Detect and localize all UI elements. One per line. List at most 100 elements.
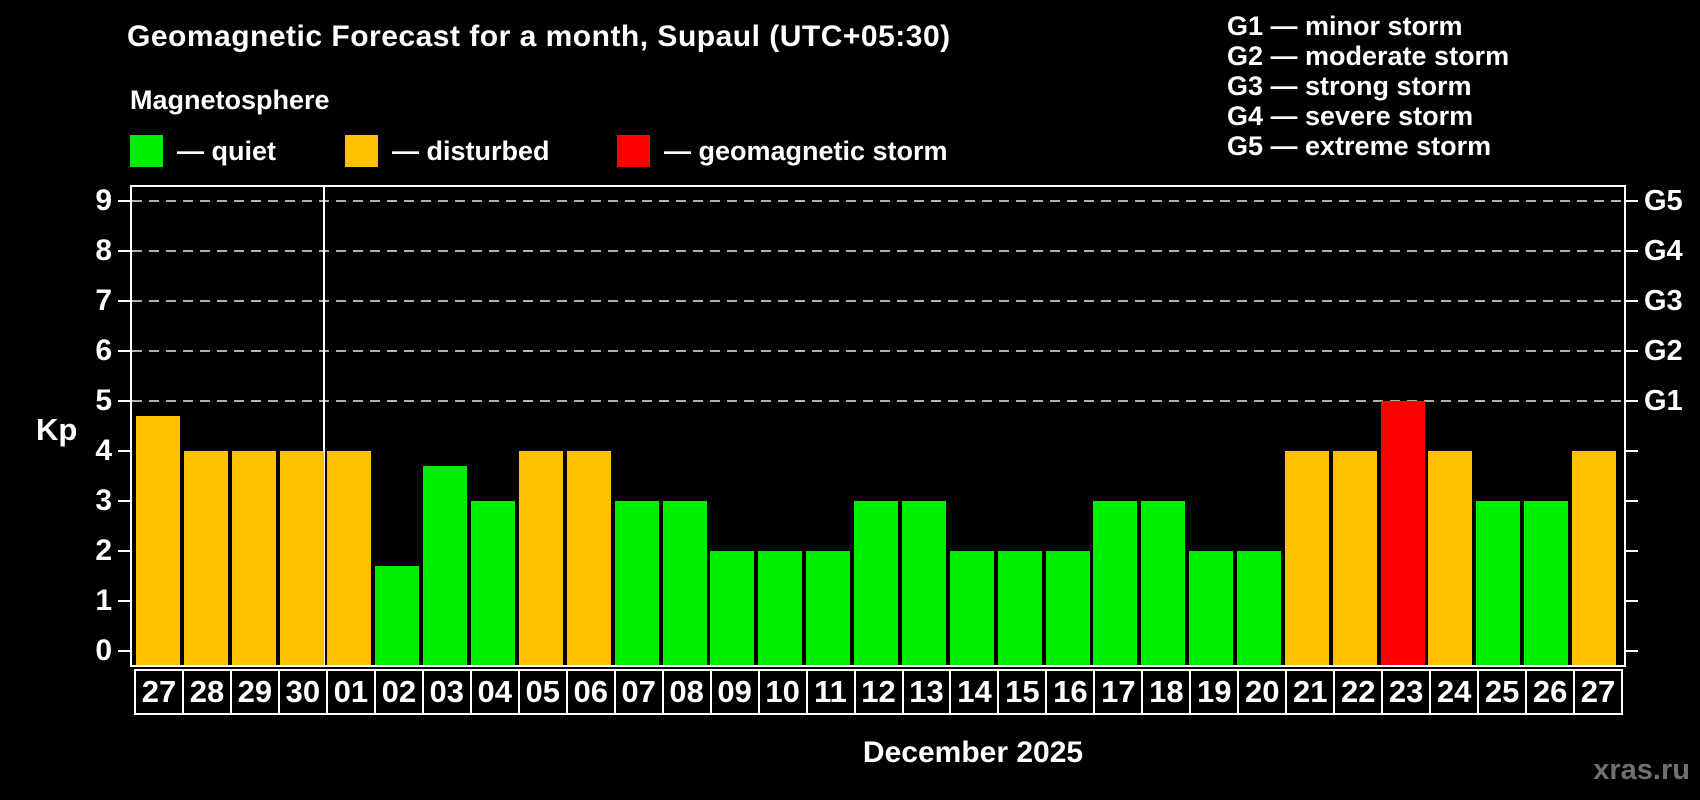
right-tick-2 (1626, 550, 1638, 552)
plot-area (130, 185, 1626, 667)
x-axis-day-labels: 27 28 29 30 01 02 03 04 05 06 07 08 09 10 11 12 13 14 15 16… (134, 669, 1624, 715)
kp-bar-day-19 (1189, 551, 1234, 665)
day-label-18-21: 18 (1141, 669, 1192, 715)
legend-label-storm: — geomagnetic storm (664, 135, 948, 166)
g-scale-legend: G1 — minor storm G2 — moderate storm G3 — … (1227, 11, 1509, 161)
kp-bar-day-30 (279, 451, 324, 665)
right-tick-6 (1626, 350, 1638, 352)
left-tick-4 (118, 450, 130, 452)
kp-bar-day-17 (1093, 501, 1138, 665)
right-tick-5 (1626, 400, 1638, 402)
day-label-11-14: 11 (805, 669, 856, 715)
gridline-kp-5 (132, 400, 1624, 402)
chart-subtitle: Magnetosphere (130, 85, 330, 115)
day-label-06-9: 06 (565, 669, 616, 715)
day-label-10-13: 10 (757, 669, 808, 715)
kp-bar-day-06 (566, 451, 611, 665)
day-label-04-7: 04 (469, 669, 520, 715)
left-tick-5 (118, 400, 130, 402)
kp-bar-day-23 (1380, 401, 1425, 665)
legend-item-quiet: — quiet (130, 134, 276, 168)
g-scale-label-g1: G1 (1644, 385, 1683, 417)
y-tick-label-8: 8 (95, 234, 112, 267)
day-label-24-27: 24 (1429, 669, 1480, 715)
left-tick-8 (118, 250, 130, 252)
left-tick-0 (118, 650, 130, 652)
left-tick-1 (118, 600, 130, 602)
kp-bar-day-12 (854, 501, 899, 665)
kp-bar-day-27 (1572, 451, 1617, 665)
kp-bar-day-28 (183, 451, 228, 665)
y-tick-label-4: 4 (95, 434, 112, 467)
day-label-13-16: 13 (901, 669, 952, 715)
kp-bar-day-29 (231, 451, 276, 665)
legend-item-storm: — geomagnetic storm (617, 134, 948, 168)
kp-bar-day-27 (136, 416, 180, 665)
kp-bar-day-21 (1284, 451, 1329, 665)
right-tick-3 (1626, 500, 1638, 502)
kp-bar-day-08 (662, 501, 707, 665)
day-label-07-10: 07 (613, 669, 664, 715)
kp-bar-day-22 (1332, 451, 1377, 665)
g-legend-line-5: G5 — extreme storm (1227, 131, 1492, 161)
right-tick-7 (1626, 300, 1638, 302)
day-label-26-29: 26 (1525, 669, 1576, 715)
day-label-23-26: 23 (1381, 669, 1432, 715)
g-legend-line-3: G3 — strong storm (1227, 71, 1472, 101)
kp-bar-day-18 (1141, 501, 1186, 665)
right-tick-1 (1626, 600, 1638, 602)
left-tick-9 (118, 200, 130, 202)
kp-bar-day-16 (1045, 551, 1090, 665)
day-label-21-24: 21 (1285, 669, 1336, 715)
day-label-05-8: 05 (517, 669, 568, 715)
kp-bar-day-13 (901, 501, 946, 665)
day-label-08-11: 08 (661, 669, 712, 715)
day-label-22-25: 22 (1333, 669, 1384, 715)
kp-bar-day-04 (471, 501, 516, 665)
kp-bar-day-10 (758, 551, 803, 665)
day-label-12-15: 12 (853, 669, 904, 715)
left-tick-2 (118, 550, 130, 552)
g-scale-label-g4: G4 (1644, 235, 1683, 267)
day-label-20-23: 20 (1237, 669, 1288, 715)
g-scale-label-g5: G5 (1644, 185, 1683, 217)
y-tick-label-6: 6 (95, 334, 112, 367)
kp-bar-day-14 (949, 551, 994, 665)
y-tick-label-5: 5 (95, 384, 112, 417)
left-tick-7 (118, 300, 130, 302)
kp-bar-day-25 (1476, 501, 1521, 665)
y-axis-title: Kp (36, 412, 78, 447)
day-label-17-20: 17 (1093, 669, 1144, 715)
g-legend-line-2: G2 — moderate storm (1227, 41, 1510, 71)
y-tick-label-0: 0 (95, 634, 112, 667)
watermark: xras.ru (1593, 754, 1690, 786)
day-label-03-6: 03 (421, 669, 472, 715)
y-tick-label-3: 3 (95, 484, 112, 517)
y-tick-label-2: 2 (95, 534, 112, 567)
y-tick-label-7: 7 (95, 284, 112, 317)
kp-bar-day-15 (997, 551, 1042, 665)
day-label-25-28: 25 (1477, 669, 1528, 715)
gridline-kp-9 (132, 200, 1624, 202)
gridline-kp-8 (132, 250, 1624, 252)
day-label-28-1: 28 (181, 669, 232, 715)
day-label-02-5: 02 (373, 669, 424, 715)
g-scale-label-g2: G2 (1644, 335, 1683, 367)
y-tick-label-1: 1 (95, 584, 112, 617)
left-tick-6 (118, 350, 130, 352)
storm-color-swatch (617, 135, 650, 167)
day-label-15-18: 15 (997, 669, 1048, 715)
day-label-09-12: 09 (709, 669, 760, 715)
kp-bar-day-09 (710, 551, 755, 665)
day-label-30-3: 30 (277, 669, 328, 715)
day-label-19-22: 19 (1189, 669, 1240, 715)
legend-label-quiet: — quiet (177, 135, 276, 166)
g-legend-line-4: G4 — severe storm (1227, 101, 1474, 131)
kp-bar-day-05 (518, 451, 563, 665)
kp-bar-day-20 (1237, 551, 1281, 665)
kp-bar-day-26 (1524, 501, 1569, 665)
y-tick-label-9: 9 (95, 184, 112, 217)
disturbed-color-swatch (345, 135, 378, 167)
kp-bar-day-07 (614, 501, 659, 665)
